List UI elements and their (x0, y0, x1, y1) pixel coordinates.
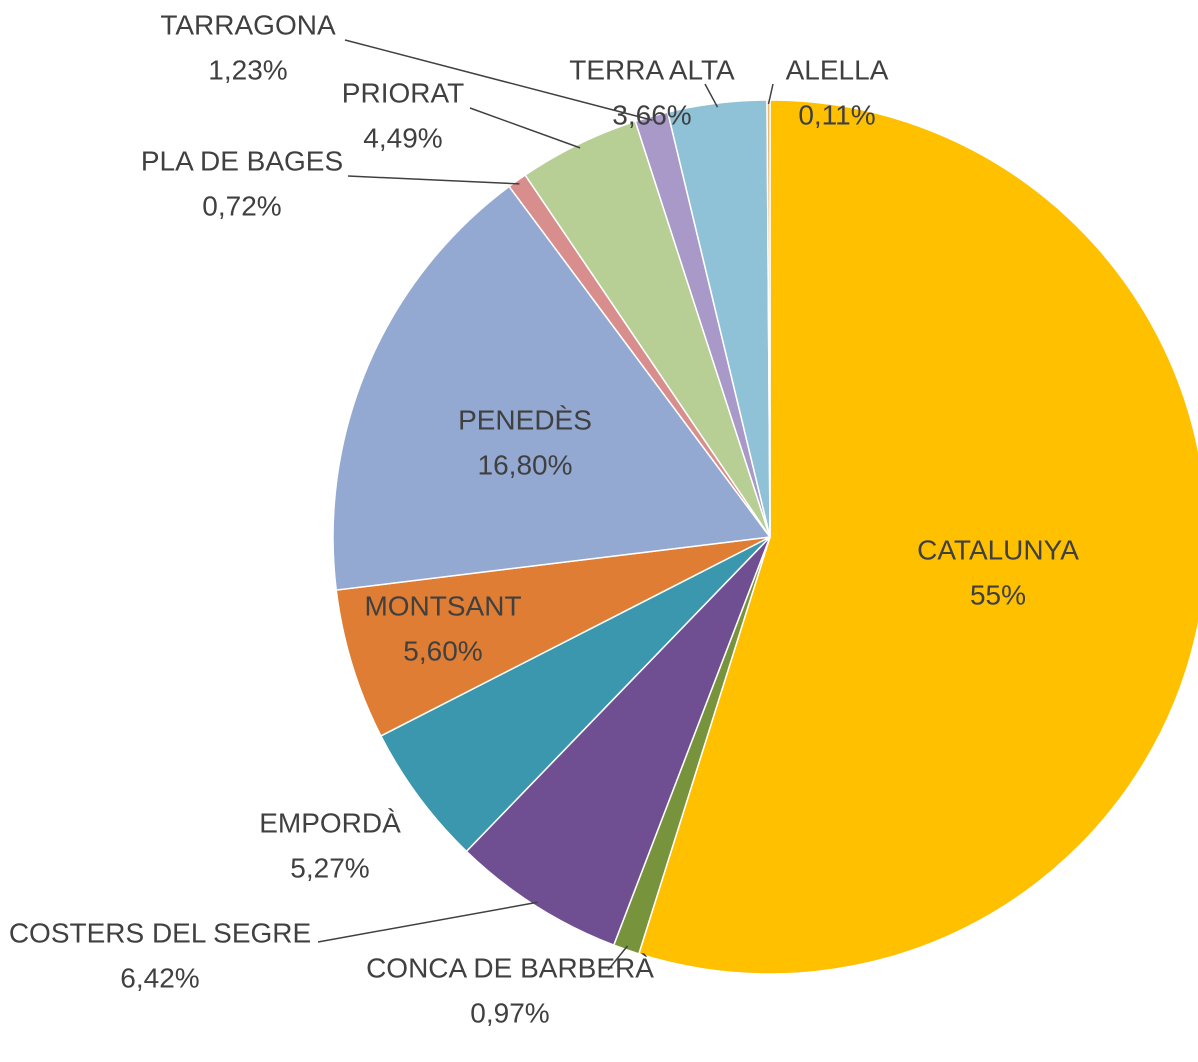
slice-value-label: 55% (970, 579, 1026, 610)
slice-value-label: 4,49% (363, 122, 442, 153)
slice-value-label: 5,27% (290, 852, 369, 883)
slice-label: TERRA ALTA (569, 54, 735, 85)
slice-value-label: 3,66% (612, 99, 691, 130)
slice-label: CATALUNYA (917, 534, 1079, 565)
pie-slice (332, 185, 772, 591)
slice-value-label: 6,42% (120, 962, 199, 993)
pie-slice (335, 536, 771, 737)
slice-value-label: 0,11% (798, 99, 875, 130)
slice-label: CONCA DE BARBERÀ (366, 952, 654, 983)
slice-value-label: 5,60% (403, 635, 482, 666)
slice-label: ALELLA (786, 54, 889, 85)
pie-slice (379, 536, 771, 853)
leader-line (317, 901, 538, 943)
leader-line (347, 175, 520, 185)
slice-label: COSTERS DEL SEGRE (9, 917, 311, 948)
leader-line (704, 83, 719, 108)
leader-line (767, 83, 774, 105)
slice-label: MONTSANT (364, 590, 521, 621)
slice-label: PENEDÈS (458, 404, 592, 435)
leader-line (607, 945, 629, 971)
slice-label: TARRAGONA (160, 9, 336, 40)
slice-value-label: 1,23% (208, 54, 287, 85)
slice-value-label: 0,97% (470, 997, 549, 1028)
leader-line (344, 39, 653, 121)
slice-label: EMPORDÀ (259, 807, 401, 838)
slice-label: PRIORAT (342, 77, 464, 108)
pie-slice (637, 99, 1198, 975)
pie-slice (465, 536, 771, 947)
slice-value-label: 0,72% (202, 190, 281, 221)
slice-value-label: 16,80% (478, 449, 573, 480)
leader-line (469, 107, 581, 149)
slice-label: PLA DE BAGES (141, 145, 343, 176)
